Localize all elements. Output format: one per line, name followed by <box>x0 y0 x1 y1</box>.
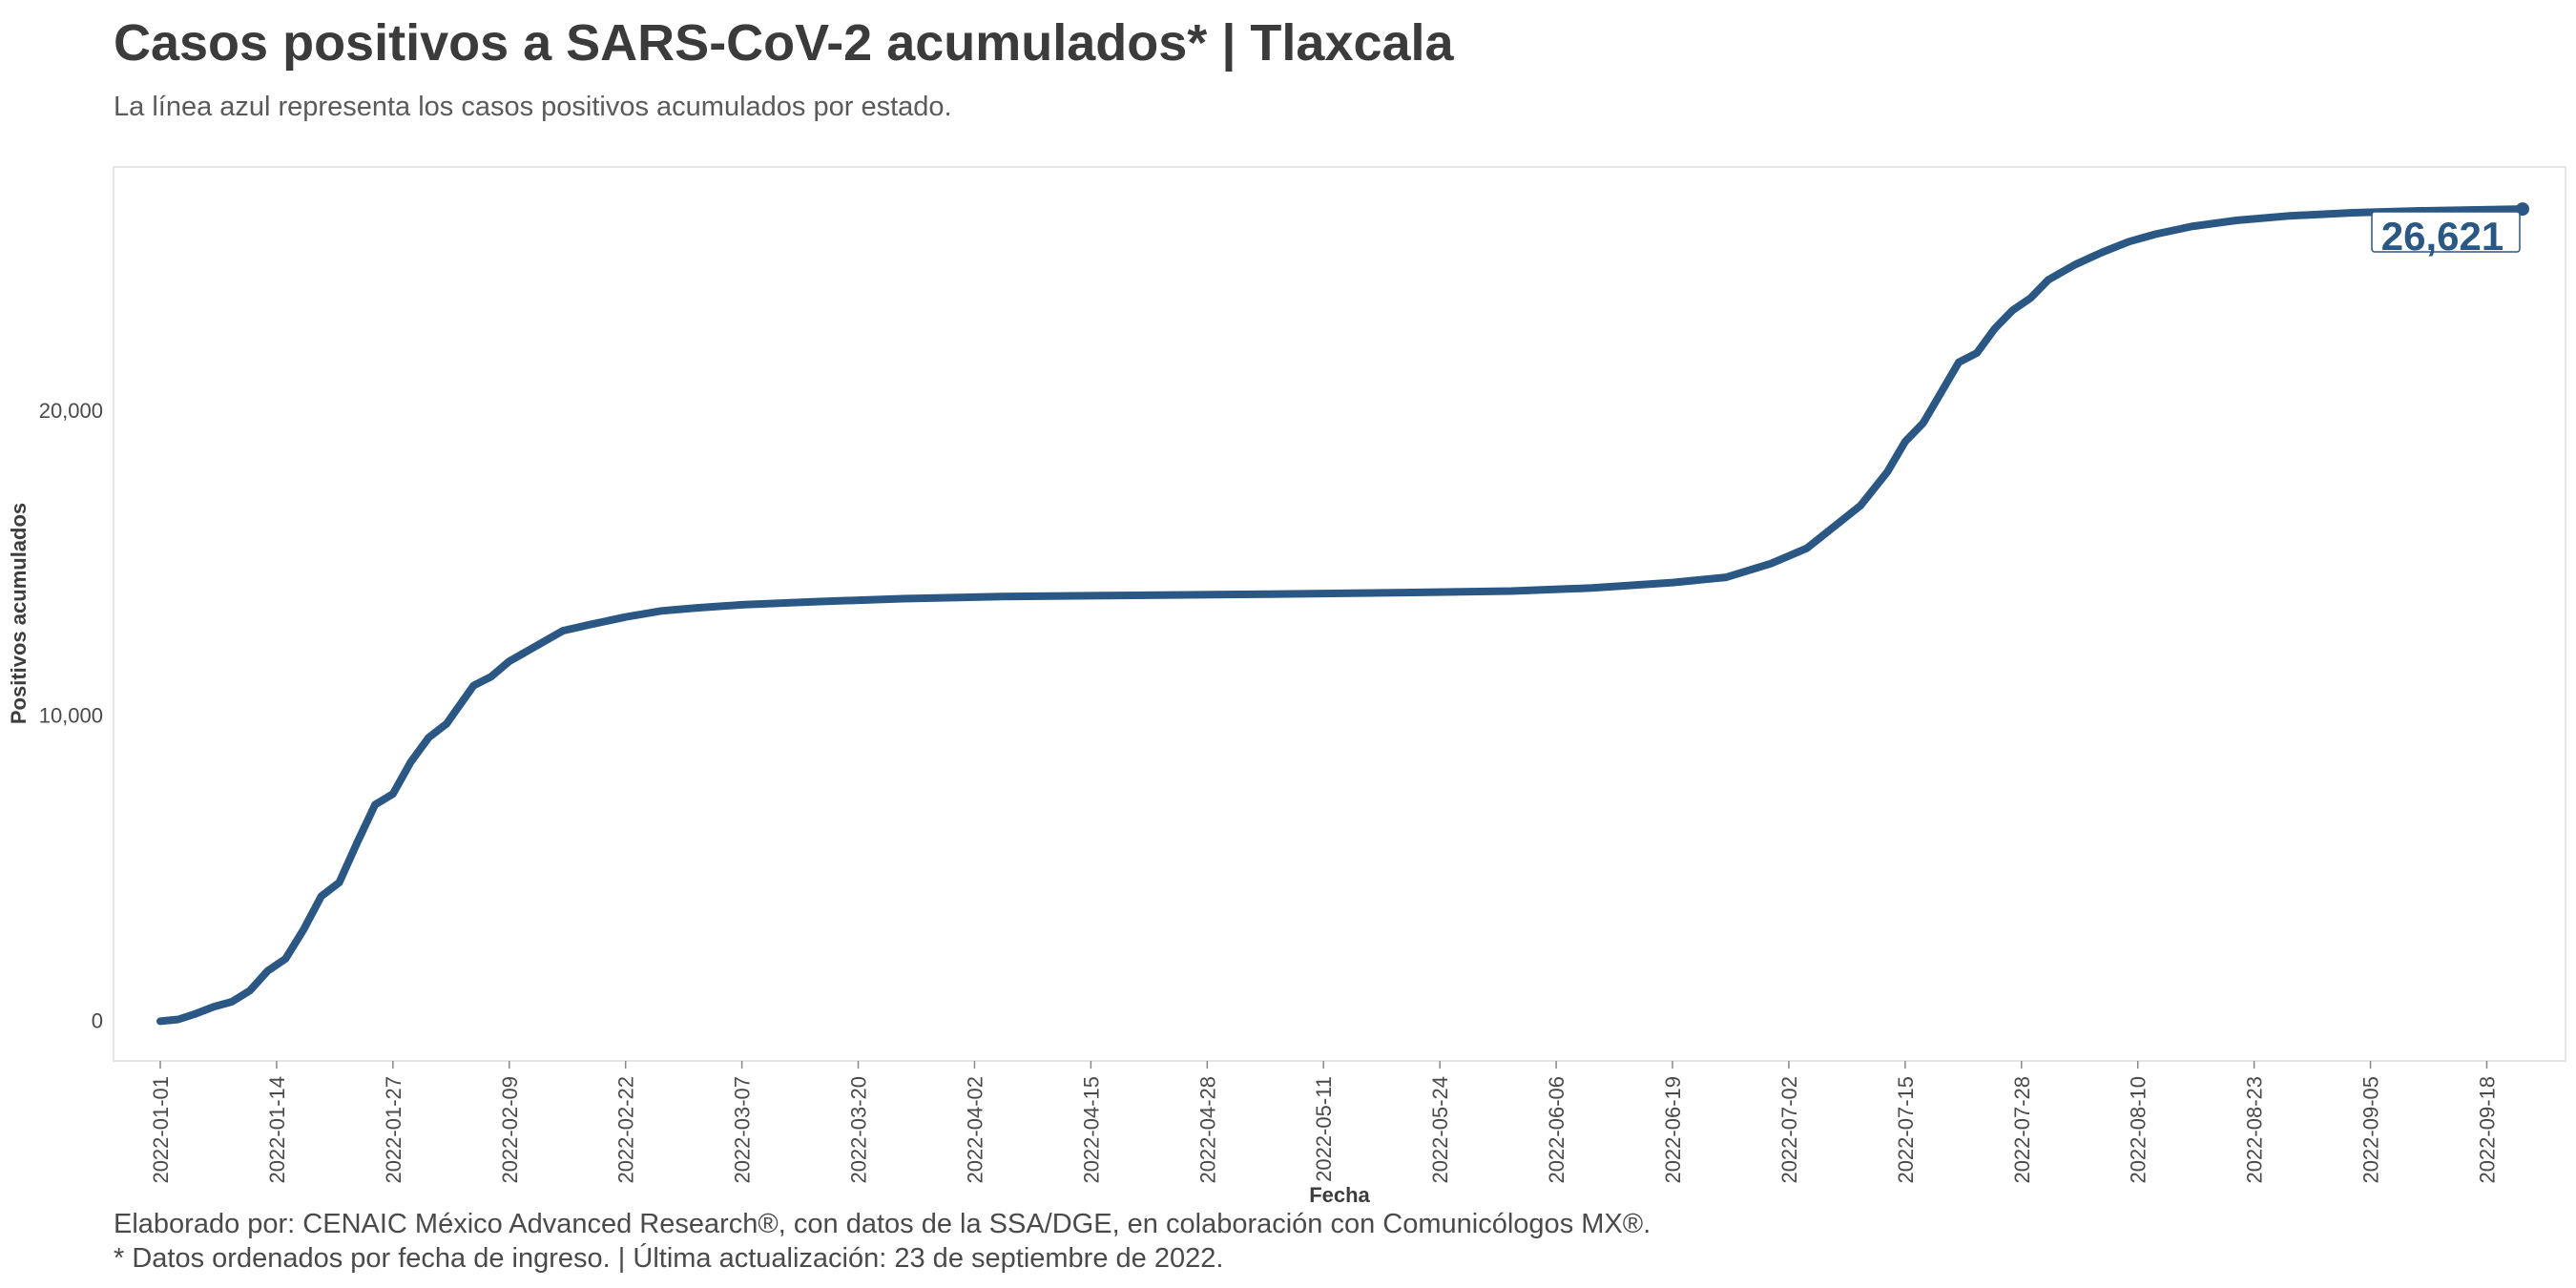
x-tick-label: 2022-08-10 <box>2127 1076 2150 1184</box>
x-tick-label: 2022-07-02 <box>1777 1076 1801 1184</box>
chart-title: Casos positivos a SARS-CoV-2 acumulados*… <box>114 14 1454 72</box>
x-tick-label: 2022-07-15 <box>1894 1076 1918 1184</box>
x-tick-label: 2022-05-24 <box>1428 1076 1452 1184</box>
x-tick-label: 2022-06-06 <box>1545 1076 1568 1184</box>
x-axis: 2022-01-01 2022-01-14 2022-01-27 2022-02-09… <box>149 1061 2499 1184</box>
y-tick-label: 0 <box>92 1008 103 1032</box>
x-axis-label: Fecha <box>1309 1183 1370 1207</box>
x-tick-label: 2022-01-01 <box>149 1076 173 1184</box>
x-tick-label: 2022-05-11 <box>1312 1076 1336 1182</box>
y-axis: 0 10,000 20,000 <box>39 399 103 1033</box>
end-label-box <box>2371 211 2521 253</box>
caption-credits: Elaborado por: CENAIC México Advanced Re… <box>114 1209 1652 1239</box>
y-tick-label: 20,000 <box>39 399 103 423</box>
caption-notes: * Datos ordenados por fecha de ingreso. … <box>114 1243 1224 1274</box>
x-tick-label: 2022-04-02 <box>963 1076 987 1184</box>
x-tick-label: 2022-07-28 <box>2010 1076 2034 1184</box>
x-tick-label: 2022-04-28 <box>1195 1076 1219 1184</box>
plot-panel <box>113 166 2566 1062</box>
series-line <box>156 205 2526 1026</box>
x-tick-label: 2022-04-15 <box>1079 1076 1103 1184</box>
x-tick-label: 2022-02-09 <box>498 1076 522 1184</box>
x-tick-label: 2022-08-23 <box>2243 1076 2267 1184</box>
x-tick-label: 2022-02-22 <box>614 1076 638 1184</box>
x-tick-label: 2022-06-19 <box>1661 1076 1685 1184</box>
x-tick-label: 2022-03-07 <box>731 1076 755 1184</box>
y-tick-label: 10,000 <box>39 704 103 728</box>
x-tick-label: 2022-09-05 <box>2359 1076 2383 1184</box>
x-tick-label: 2022-09-18 <box>2475 1076 2499 1184</box>
chart-subtitle: La línea azul representa los casos posit… <box>114 92 952 122</box>
x-tick-label: 2022-01-27 <box>382 1076 405 1184</box>
end-label: 26,621 <box>2371 211 2521 259</box>
x-tick-label: 2022-03-20 <box>847 1076 871 1184</box>
x-tick-label: 2022-01-14 <box>265 1076 289 1184</box>
y-axis-label: Positivos acumulados <box>7 503 31 724</box>
end-label-value: 26,621 <box>2381 214 2503 259</box>
